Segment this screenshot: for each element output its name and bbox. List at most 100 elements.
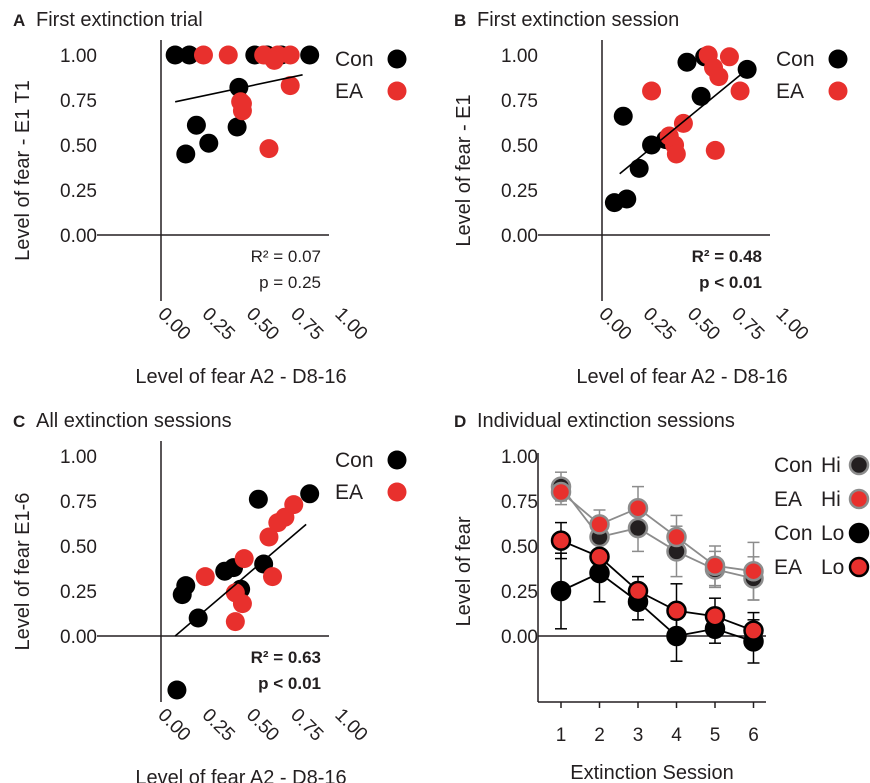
x-axis-label: Extinction Session [570,762,733,783]
con-point [300,45,320,65]
ea-point [642,81,662,101]
y-tick-label: 0.50 [501,537,538,558]
x-axis-label: Level of fear A2 - D8-16 [135,366,346,388]
con-point [176,144,196,164]
series-point [743,560,764,582]
y-tick-label: 0.75 [501,492,538,513]
legend-label: EA [335,80,363,103]
series-point [666,625,687,647]
panel-letter: B [454,11,466,30]
y-tick-label: 0.00 [501,226,538,247]
con-point [172,585,192,605]
con-point [300,484,320,504]
p-value-label: p = 0.25 [259,273,321,292]
con-point [186,115,206,135]
panel-letter: A [13,11,25,30]
legend-marker [828,81,848,101]
series-point [704,605,726,627]
ea-point [709,67,729,87]
ea-point [195,567,215,587]
y-axis-label: Level of fear [453,516,475,626]
ea-point [218,45,238,65]
y-tick-label: 1.00 [501,447,538,468]
legend-marker [387,450,407,470]
y-tick-label: 0.25 [60,582,97,603]
series-point [627,497,649,519]
ea-point [231,92,251,112]
x-axis-label: Level of fear A2 - D8-16 [135,767,346,783]
ea-point [263,567,283,587]
panel-d: D Individual extinction sessions 0.00 0.25 0… [453,410,870,783]
legend-level-label: Lo [821,522,844,545]
panel-b: B First extinction session0.000.250.500.7… [453,9,848,388]
x-tick-label: 4 [671,725,682,746]
legend-marker [387,49,407,69]
ea-point [264,50,284,70]
legend-marker [848,556,870,578]
ea-point [719,47,739,67]
legend-marker [387,482,407,502]
legend-group-label: EA [774,488,802,511]
ea-point [193,45,213,65]
series-point [627,517,649,539]
y-tick-label: 0.50 [501,136,538,157]
legend-level-label: Hi [821,454,841,477]
legend-marker [828,49,848,69]
ea-point [232,594,252,614]
panel-letter: D [454,412,466,431]
legend-level-label: Lo [821,556,844,579]
con-point [199,133,219,153]
series-point [743,620,764,641]
x-axis-label: Level of fear A2 - D8-16 [576,366,787,388]
panel-c: C All extinction sessions0.000.250.500.75… [12,410,407,783]
con-point [677,52,697,72]
x-tick-label: 0.50 [683,304,724,345]
series-point [550,481,572,503]
legend-group-label: EA [774,556,802,579]
legend-marker [848,488,870,510]
con-point [167,680,187,700]
x-tick-label: 0.00 [153,705,194,746]
y-tick-label: 0.00 [60,226,97,247]
con-point [179,45,199,65]
con-point [248,489,268,509]
ea-point [259,139,279,159]
panel-a: A First extinction trial0.000.250.500.751… [12,9,407,388]
x-tick-label: 0.75 [286,304,327,345]
panel-title: First extinction trial [36,9,203,31]
x-tick-label: 0.75 [727,304,768,345]
p-value-label: p < 0.01 [699,273,762,292]
y-tick-label: 0.50 [60,136,97,157]
r-squared-label: R² = 0.48 [692,247,762,266]
y-tick-label: 1.00 [60,46,97,67]
series-point [589,514,610,535]
x-tick-label: 0.50 [242,705,283,746]
y-tick-label: 0.25 [501,582,538,603]
regression-line [174,523,307,637]
x-tick-label: 0.25 [198,304,239,345]
series-point [666,600,687,622]
y-axis-label: Level of fear - E1 T1 [12,80,34,261]
panel-title: All extinction sessions [36,410,232,432]
r-squared-label: R² = 0.63 [251,648,321,667]
con-point [691,86,711,106]
con-point [229,77,249,97]
r-squared-label: R² = 0.07 [251,247,321,266]
legend-label: Con [335,48,374,71]
panel-title: First extinction session [477,9,679,31]
x-tick-label: 6 [748,725,759,746]
x-tick-label: 2 [594,725,605,746]
ea-point [280,76,300,96]
x-tick-label: 1.00 [771,304,812,345]
legend-label: Con [335,449,374,472]
y-tick-label: 0.75 [60,91,97,112]
series-point [550,530,572,551]
x-tick-label: 0.00 [153,304,194,345]
x-tick-label: 0.25 [639,304,680,345]
series-point [666,526,687,548]
legend-marker [848,522,870,544]
y-tick-label: 1.00 [501,46,538,67]
con-point [613,106,633,126]
legend-marker [387,81,407,101]
